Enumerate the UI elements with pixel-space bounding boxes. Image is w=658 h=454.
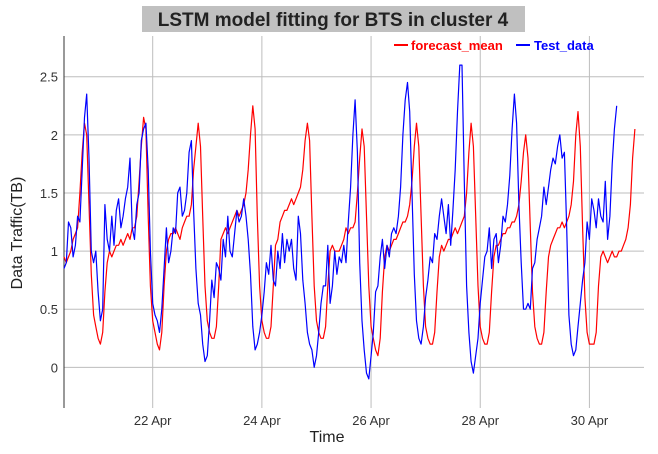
chart-title-text: LSTM model fitting for BTS in cluster 4 xyxy=(158,10,509,31)
legend-label-test-data: Test_data xyxy=(534,38,594,53)
y-tick-label: 2 xyxy=(51,128,58,143)
series-line-forecast-mean xyxy=(63,105,636,357)
series-lines xyxy=(63,64,636,380)
x-axis-title: Time xyxy=(310,429,345,446)
y-axis-title: Data Traffic(TB) xyxy=(9,177,26,290)
x-tick-label: 26 Apr xyxy=(352,413,390,428)
x-tick-label: 30 Apr xyxy=(571,413,609,428)
y-tick-label: 0 xyxy=(51,360,58,375)
x-tick-label: 28 Apr xyxy=(461,413,499,428)
y-tick-label: 1.5 xyxy=(40,186,58,201)
legend-label-forecast-mean: forecast_mean xyxy=(411,38,503,53)
chart-title: LSTM model fitting for BTS in cluster 4 xyxy=(142,6,525,32)
legend: forecast_mean Test_data xyxy=(394,38,594,53)
x-tick-label: 22 Apr xyxy=(134,413,172,428)
series-line-test-data xyxy=(63,64,618,380)
grid-lines xyxy=(64,36,644,408)
y-tick-label: 0.5 xyxy=(40,302,58,317)
y-tick-label: 1 xyxy=(51,244,58,259)
x-tick-label: 24 Apr xyxy=(243,413,281,428)
y-tick-label: 2.5 xyxy=(40,70,58,85)
title-background xyxy=(142,6,525,32)
tick-labels: 0 0.5 1 1.5 2 2.5 22 Apr 24 Apr 26 Apr 28 Apr 30 A… xyxy=(40,70,609,428)
